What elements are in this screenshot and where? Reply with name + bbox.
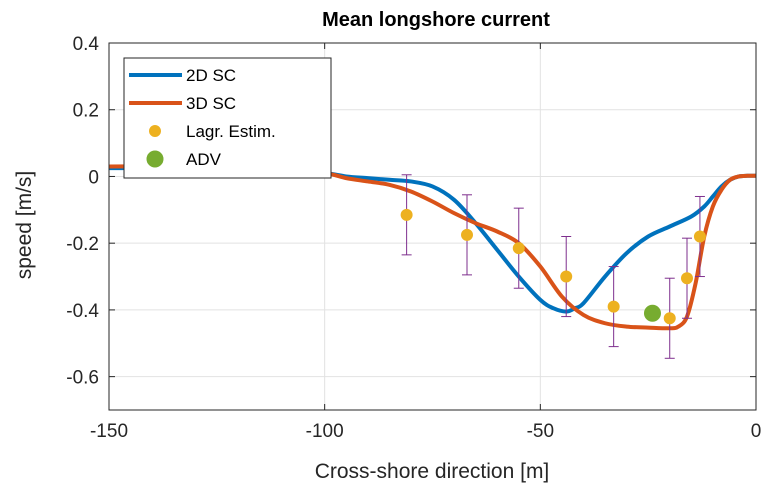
x-tick-label: -100	[306, 421, 344, 442]
legend-label: 3D SC	[186, 94, 236, 113]
lagr-estim-point	[512, 242, 525, 255]
legend-swatch	[146, 150, 164, 168]
y-axis-ticks: 0.4 0.2 0 -0.2 -0.4 -0.6	[66, 34, 756, 389]
x-tick-label: -50	[527, 421, 554, 442]
x-tick-label: -150	[90, 421, 128, 442]
lagr-estim-point	[560, 270, 573, 283]
legend-label: 2D SC	[186, 66, 236, 85]
y-axis-label: speed [m/s]	[13, 171, 36, 280]
markers	[400, 208, 706, 325]
lagr-estim-point	[400, 208, 413, 221]
legend-label: ADV	[186, 150, 222, 169]
chart-title: Mean longshore current	[322, 9, 550, 31]
y-tick-label: -0.6	[66, 368, 99, 389]
legend-swatch	[149, 125, 161, 137]
lagr-estim-point	[680, 272, 693, 285]
x-axis-ticks: -150 -100 -50 0	[90, 43, 761, 442]
lagr-estim-point	[663, 312, 676, 325]
legend: 2D SC 3D SC Lagr. Estim. ADV	[123, 57, 332, 179]
y-tick-label: 0.2	[73, 101, 99, 122]
lagr-estim-point	[607, 300, 620, 313]
lagr-estim-point	[461, 228, 474, 241]
legend-label: Lagr. Estim.	[186, 122, 276, 141]
y-tick-label: -0.2	[66, 234, 99, 255]
lagr-estim-point	[693, 230, 706, 243]
y-tick-label: 0	[88, 167, 99, 188]
y-tick-label: -0.4	[66, 301, 99, 322]
adv-point	[643, 304, 661, 322]
x-tick-label: 0	[751, 421, 762, 442]
y-tick-label: 0.4	[73, 34, 100, 55]
plot-frame	[108, 42, 757, 411]
x-axis-label: Cross-shore direction [m]	[315, 460, 550, 483]
